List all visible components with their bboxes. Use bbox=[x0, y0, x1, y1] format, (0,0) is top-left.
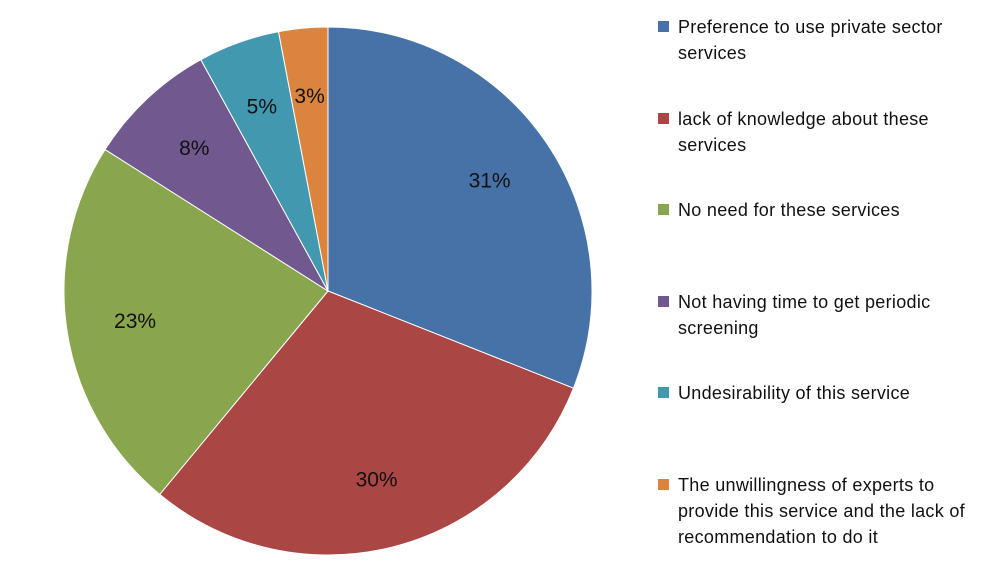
legend-item-no-need: No need for these services bbox=[658, 197, 900, 223]
slice-value-label: 8% bbox=[179, 137, 209, 160]
slice-value-label: 23% bbox=[114, 310, 156, 333]
pie-slice bbox=[277, 26, 329, 292]
slice-value-label: 5% bbox=[247, 96, 277, 119]
legend-swatch bbox=[658, 113, 669, 124]
pie-labels: 31% 30% 23% 8% 5% 3% bbox=[114, 85, 511, 492]
legend-label: Undesirability of this service bbox=[678, 383, 911, 403]
legend-item-private-sector: Preference to use private sector service… bbox=[658, 14, 993, 66]
legend-label: No need for these services bbox=[678, 200, 900, 220]
legend-swatch bbox=[658, 387, 669, 398]
legend-swatch bbox=[658, 296, 669, 307]
slice-value-label: 3% bbox=[294, 85, 324, 108]
legend-swatch bbox=[658, 479, 669, 490]
legend-label: The unwillingness of experts to provide … bbox=[678, 475, 965, 547]
slice-value-label: 30% bbox=[356, 469, 398, 492]
slice-value-label: 31% bbox=[469, 170, 511, 193]
pie-slice bbox=[104, 58, 329, 292]
legend-label: Preference to use private sector service… bbox=[678, 17, 943, 63]
pie-slice bbox=[63, 148, 329, 496]
legend-item-unwillingness: The unwillingness of experts to provide … bbox=[658, 472, 993, 550]
legend-item-undesirability: Undesirability of this service bbox=[658, 380, 910, 406]
legend-swatch bbox=[658, 204, 669, 215]
legend-swatch bbox=[658, 21, 669, 32]
legend-label: lack of knowledge about these services bbox=[678, 109, 929, 155]
legend-label: Not having time to get periodic screenin… bbox=[678, 292, 931, 338]
pie-slice bbox=[159, 290, 575, 556]
pie-slices bbox=[63, 26, 593, 556]
pie-slice bbox=[327, 26, 593, 389]
legend-item-no-time: Not having time to get periodic screenin… bbox=[658, 289, 993, 341]
legend-item-lack-of-knowledge: lack of knowledge about these services bbox=[658, 106, 993, 158]
